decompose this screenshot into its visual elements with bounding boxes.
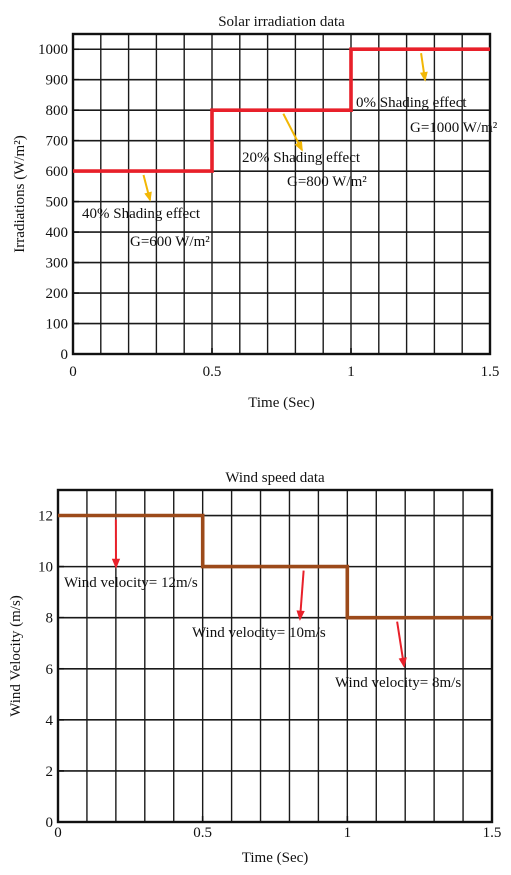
annotation-arrow-head: [111, 558, 121, 569]
y-tick-label: 200: [46, 286, 69, 302]
annotation-arrow-head: [296, 610, 305, 621]
annotation-label: 0% Shading effect: [356, 95, 467, 111]
y-tick-label: 0: [61, 347, 69, 363]
x-tick-label: 0.5: [193, 825, 212, 841]
annotation-arrow-head: [294, 140, 303, 152]
wind-speed-chart: Wind speed data 0 2 4 6 8 10 12 0 0.5 1 1.5 Time (Se…: [0, 455, 511, 875]
y-tick-label: 1000: [38, 42, 68, 58]
x-tick-label: 1.5: [481, 364, 500, 380]
x-tick-label: 1.5: [483, 825, 502, 841]
y-tick-label: 300: [46, 256, 69, 272]
y-axis-label: Wind Velocity (m/s): [8, 595, 24, 717]
plot-frame: [71, 32, 492, 356]
annotation-label: G=800 W/m²: [287, 174, 367, 190]
y-tick-label: 0: [46, 815, 54, 831]
y-axis-label: Irradiations (W/m²): [12, 135, 28, 252]
y-tick-label: 500: [46, 195, 69, 211]
x-tick-label: 0: [54, 825, 62, 841]
annotation-label: Wind velocity= 8m/s: [335, 675, 461, 691]
x-tick-label: 0: [69, 364, 77, 380]
annotation-arrow-head: [419, 71, 428, 82]
series-line: [73, 47, 490, 173]
y-tick-label: 600: [46, 164, 69, 180]
annotation-label: Wind velocity= 10m/s: [192, 625, 326, 641]
annotation-label: 40% Shading effect: [82, 206, 201, 222]
wind-chart-svg: Wind speed data 0 2 4 6 8 10 12 0 0.5 1 1.5 Time (Se…: [8, 470, 502, 866]
y-tick-label: 2: [46, 764, 54, 780]
solar-irradiation-chart: Solar irradiation data 0 100 200 300 400 500 60…: [0, 0, 511, 430]
x-axis-label: Time (Sec): [242, 850, 309, 866]
y-tick-label: 400: [46, 225, 69, 241]
annotation-label: G=600 W/m²: [130, 234, 210, 250]
annotation-arrow-head: [144, 191, 152, 202]
plot-frame: [56, 488, 494, 824]
x-tick-label: 1: [344, 825, 352, 841]
series-line: [58, 513, 492, 620]
y-tick-label: 12: [38, 509, 53, 525]
y-tick-label: 4: [46, 713, 54, 729]
y-tick-label: 100: [46, 317, 69, 333]
annotation-label: G=1000 W/m²: [410, 120, 498, 136]
y-tick-label: 6: [46, 662, 54, 678]
y-tick-label: 700: [46, 134, 69, 150]
y-tick-label: 10: [38, 560, 53, 576]
annotation-label: Wind velocity= 12m/s: [64, 575, 198, 591]
x-tick-label: 0.5: [203, 364, 222, 380]
chart-title: Wind speed data: [225, 470, 325, 486]
x-axis-label: Time (Sec): [248, 395, 315, 411]
annotation-label: 20% Shading effect: [242, 150, 361, 166]
y-tick-label: 800: [46, 103, 69, 119]
y-tick-label: 900: [46, 73, 69, 89]
x-tick-label: 1: [347, 364, 355, 380]
solar-chart-svg: Solar irradiation data 0 100 200 300 400 500 60…: [12, 14, 500, 411]
chart-title: Solar irradiation data: [218, 14, 345, 30]
annotation-arrow-head: [398, 657, 407, 668]
y-tick-label: 8: [46, 611, 54, 627]
